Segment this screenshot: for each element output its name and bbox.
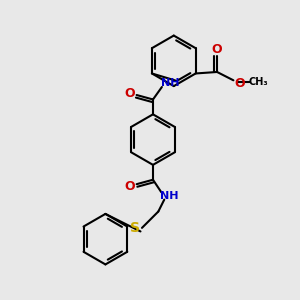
Text: O: O	[212, 43, 222, 56]
Text: NH: NH	[161, 78, 179, 88]
Text: CH₃: CH₃	[249, 77, 268, 87]
Text: S: S	[130, 221, 140, 235]
Text: O: O	[125, 180, 135, 193]
Text: O: O	[125, 87, 135, 100]
Text: O: O	[235, 77, 245, 90]
Text: NH: NH	[160, 191, 179, 201]
